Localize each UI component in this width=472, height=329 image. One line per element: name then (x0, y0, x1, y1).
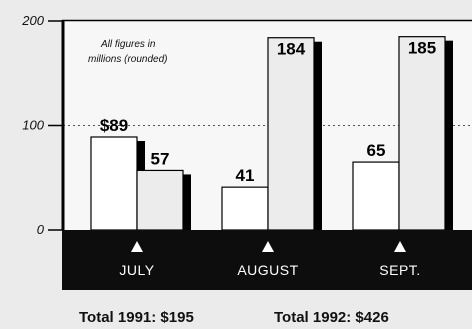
bar-shadow (183, 174, 191, 230)
bars: $89 57 41 184 65 185 (90, 36, 453, 231)
y-tick-labels: 200 100 0 (21, 13, 63, 237)
y-tick-label: 200 (21, 13, 44, 28)
month-label: SEPT. (379, 262, 420, 278)
bar (267, 37, 315, 231)
bar (221, 186, 269, 231)
data-label: 41 (236, 166, 255, 185)
triangle-marker-icon (262, 241, 274, 252)
bar (90, 136, 138, 231)
data-label: 184 (277, 40, 306, 59)
month-label: AUGUST (237, 262, 298, 278)
annotation-line-2: millions (rounded) (88, 54, 167, 65)
total-1992: Total 1992: $426 (274, 309, 389, 326)
bar-shadow (445, 40, 453, 230)
bar-shadow (314, 41, 322, 230)
triangle-marker-icon (131, 241, 143, 252)
data-label: 185 (408, 39, 436, 58)
data-label: 65 (367, 141, 386, 160)
y-tick-label: 100 (22, 118, 44, 133)
bar (398, 36, 446, 231)
annotation-line-1: All figures in (100, 39, 156, 50)
month-labels: JULY AUGUST SEPT. (119, 241, 420, 278)
bar (352, 161, 400, 231)
total-1991: Total 1991: $195 (79, 309, 194, 326)
y-tick-label: 0 (37, 222, 45, 237)
month-label: JULY (119, 262, 154, 278)
data-label: 57 (151, 149, 170, 168)
month-band (62, 230, 472, 290)
triangle-marker-icon (394, 241, 406, 252)
bar (136, 169, 184, 231)
data-label: $89 (100, 116, 128, 135)
